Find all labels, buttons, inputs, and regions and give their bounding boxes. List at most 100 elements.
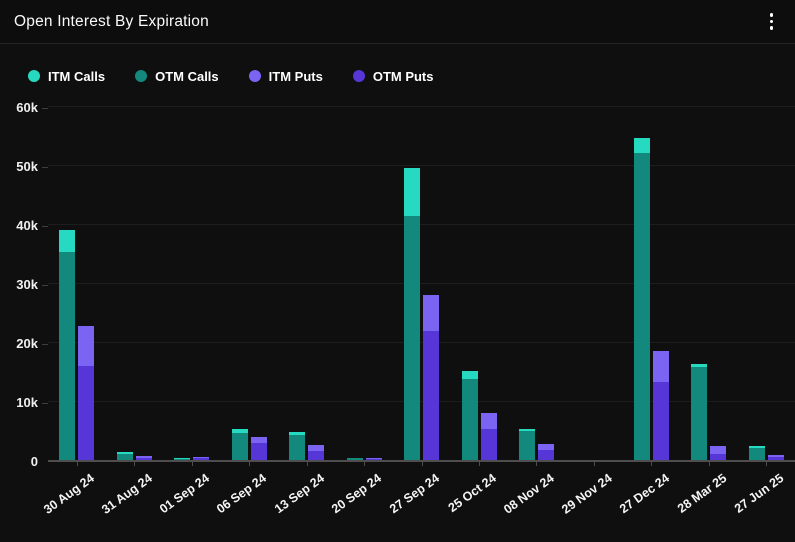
bar-segment-itm-calls[interactable]: [116, 452, 133, 455]
bar-segment-itm-puts[interactable]: [365, 458, 382, 459]
stacked-bar[interactable]: [231, 428, 248, 460]
bar-segment-itm-puts[interactable]: [423, 295, 440, 331]
bar-segment-otm-puts[interactable]: [250, 443, 267, 460]
stacked-bar[interactable]: [346, 457, 363, 460]
stacked-bar[interactable]: [461, 370, 478, 460]
stacked-bar[interactable]: [518, 428, 535, 460]
bar-segment-otm-calls[interactable]: [116, 454, 133, 460]
bar-segment-otm-puts[interactable]: [767, 457, 784, 460]
stacked-bar[interactable]: [633, 137, 650, 460]
stacked-bar[interactable]: [365, 458, 382, 460]
stacked-bar[interactable]: [537, 444, 554, 460]
x-axis-tick: [76, 462, 78, 466]
bar-group: [623, 108, 680, 460]
stacked-bar[interactable]: [480, 413, 497, 460]
legend-item-otm-puts[interactable]: OTM Puts: [352, 69, 434, 84]
bar-segment-otm-puts[interactable]: [193, 458, 210, 460]
y-axis-label: 60k: [16, 100, 38, 115]
bar-segment-otm-calls[interactable]: [404, 216, 421, 460]
bar-segment-itm-puts[interactable]: [652, 351, 669, 382]
bar-segment-otm-calls[interactable]: [59, 251, 76, 460]
stacked-bar[interactable]: [250, 437, 267, 460]
bar-segment-itm-calls[interactable]: [461, 370, 478, 379]
bar-segment-itm-puts[interactable]: [537, 444, 554, 450]
bar-group: [163, 108, 220, 460]
stacked-bar[interactable]: [289, 432, 306, 460]
kebab-menu-icon[interactable]: [764, 9, 780, 34]
stacked-bar[interactable]: [78, 325, 95, 460]
x-axis-cell: 31 Aug 24: [99, 462, 162, 542]
bar-segment-itm-puts[interactable]: [767, 455, 784, 458]
bar-segment-itm-puts[interactable]: [250, 437, 267, 444]
bar-segment-itm-puts[interactable]: [135, 456, 152, 458]
bar-segment-itm-calls[interactable]: [231, 428, 248, 434]
legend-item-itm-calls[interactable]: ITM Calls: [28, 69, 105, 84]
bar-segment-otm-calls[interactable]: [346, 458, 363, 460]
bar-segment-itm-puts[interactable]: [308, 445, 325, 451]
bar-segment-itm-calls[interactable]: [404, 167, 421, 217]
gridline: [48, 165, 795, 166]
bar-group: [48, 108, 105, 460]
bar-segment-itm-calls[interactable]: [748, 446, 765, 448]
bar-segment-otm-calls[interactable]: [461, 378, 478, 460]
bar-segment-itm-calls[interactable]: [633, 137, 650, 153]
bar-segment-otm-puts[interactable]: [78, 365, 95, 460]
itm-puts-dot-icon: [248, 70, 261, 82]
bar-segment-itm-calls[interactable]: [289, 432, 306, 436]
stacked-bar[interactable]: [423, 295, 440, 460]
bar-segment-itm-puts[interactable]: [193, 457, 210, 459]
bar-segment-itm-calls[interactable]: [174, 458, 191, 459]
bar-segment-otm-puts[interactable]: [135, 457, 152, 460]
bar-segment-otm-puts[interactable]: [710, 453, 727, 460]
bar-segment-otm-puts[interactable]: [537, 449, 554, 460]
stacked-bar[interactable]: [691, 363, 708, 460]
stacked-bar[interactable]: [174, 458, 191, 460]
bar-segment-itm-calls[interactable]: [59, 229, 76, 252]
x-axis-tick: [306, 462, 308, 466]
x-axis-tick: [421, 462, 423, 466]
bar-segment-itm-calls[interactable]: [518, 428, 535, 431]
x-axis-label: 31 Aug 24: [98, 471, 155, 517]
bar-segment-otm-puts[interactable]: [480, 429, 497, 460]
stacked-bar[interactable]: [652, 351, 669, 460]
bar-group: [105, 108, 162, 460]
bar-segment-itm-puts[interactable]: [480, 413, 497, 430]
legend-item-otm-calls[interactable]: OTM Calls: [135, 69, 219, 84]
y-axis-tick: [42, 344, 48, 345]
bar-segment-otm-calls[interactable]: [633, 152, 650, 460]
legend-item-itm-puts[interactable]: ITM Puts: [248, 69, 323, 84]
x-axis-tick: [364, 462, 366, 466]
page-title: Open Interest By Expiration: [14, 12, 209, 30]
x-axis-tick: [249, 462, 251, 466]
stacked-bar[interactable]: [767, 455, 784, 460]
bar-segment-otm-calls[interactable]: [518, 430, 535, 460]
stacked-bar[interactable]: [748, 446, 765, 460]
stacked-bar[interactable]: [59, 229, 76, 460]
stacked-bar[interactable]: [116, 452, 133, 460]
x-axis-tick: [593, 462, 595, 466]
bar-segment-otm-puts[interactable]: [308, 450, 325, 460]
bar-segment-itm-puts[interactable]: [710, 446, 727, 454]
stacked-bar[interactable]: [710, 446, 727, 460]
bar-group: [335, 108, 392, 460]
x-axis-tick: [191, 462, 193, 466]
bar-segment-otm-calls[interactable]: [231, 433, 248, 460]
x-axis-cell: 25 Oct 24: [446, 462, 507, 542]
bar-segment-otm-calls[interactable]: [289, 435, 306, 460]
stacked-bar[interactable]: [308, 445, 325, 460]
stacked-bar[interactable]: [193, 457, 210, 460]
bar-segment-otm-puts[interactable]: [365, 458, 382, 460]
bar-segment-itm-calls[interactable]: [691, 363, 708, 367]
x-axis: 30 Aug 24 31 Aug 24 01 Sep 24 06 Sep 24 13 S…: [41, 462, 795, 542]
x-axis-label: 13 Sep 24: [271, 471, 327, 517]
bar-segment-itm-calls[interactable]: [346, 457, 363, 459]
bar-segment-otm-calls[interactable]: [748, 447, 765, 460]
x-axis-cell: 30 Aug 24: [41, 462, 105, 542]
bar-segment-otm-puts[interactable]: [652, 381, 669, 460]
stacked-bar[interactable]: [135, 456, 152, 460]
stacked-bar[interactable]: [404, 167, 421, 460]
bar-segment-otm-calls[interactable]: [691, 366, 708, 460]
bar-segment-otm-puts[interactable]: [423, 330, 440, 460]
bar-segment-itm-puts[interactable]: [78, 325, 95, 366]
bar-segment-otm-calls[interactable]: [174, 458, 191, 460]
